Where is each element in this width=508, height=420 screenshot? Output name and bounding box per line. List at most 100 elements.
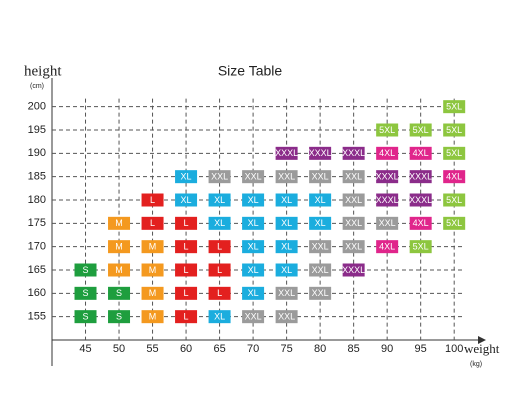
size-cell xyxy=(342,240,365,254)
size-label: 4XL xyxy=(446,172,462,182)
size-cell xyxy=(175,170,198,184)
size-cell xyxy=(443,100,466,114)
size-cell xyxy=(376,123,399,137)
x-label: weight xyxy=(464,341,500,356)
size-cell xyxy=(141,240,164,254)
x-unit: (kg) xyxy=(470,361,482,368)
size-cell xyxy=(409,123,432,137)
size-label: M xyxy=(149,288,157,298)
y-tick-label: 190 xyxy=(28,147,46,159)
size-label: L xyxy=(184,312,189,322)
size-label: XXL xyxy=(345,195,362,205)
size-cell xyxy=(376,216,399,230)
size-cell xyxy=(409,216,432,230)
size-cell xyxy=(175,240,198,254)
y-tick-label: 160 xyxy=(28,287,46,299)
size-label: XL xyxy=(248,265,259,275)
size-label: L xyxy=(184,288,189,298)
size-cell xyxy=(242,193,265,207)
size-cell xyxy=(141,310,164,324)
x-tick-label: 90 xyxy=(381,343,393,355)
size-cell xyxy=(309,216,332,230)
size-cell xyxy=(342,263,365,277)
size-label: XL xyxy=(248,288,259,298)
size-cell xyxy=(275,170,298,184)
size-cell xyxy=(309,193,332,207)
size-label: XL xyxy=(281,195,292,205)
size-cell xyxy=(443,146,466,160)
size-cell xyxy=(409,240,432,254)
size-label: 5XL xyxy=(446,125,462,135)
y-tick-label: 170 xyxy=(28,241,46,253)
size-cell xyxy=(275,216,298,230)
size-cell xyxy=(376,170,399,184)
size-label: XXXL xyxy=(342,148,365,158)
chart-title: Size Table xyxy=(218,63,283,79)
size-label: XXXL xyxy=(309,148,332,158)
size-cell xyxy=(242,216,265,230)
size-cell xyxy=(275,193,298,207)
size-cell xyxy=(208,240,231,254)
size-label: 5XL xyxy=(379,125,395,135)
size-label: XXXL xyxy=(409,195,432,205)
size-cell xyxy=(74,263,97,277)
y-tick-label: 175 xyxy=(28,217,46,229)
x-tick-label: 80 xyxy=(314,343,326,355)
size-cell xyxy=(108,216,131,230)
size-label: 4XL xyxy=(379,148,395,158)
size-label: 5XL xyxy=(446,218,462,228)
size-cell xyxy=(175,216,198,230)
size-cell xyxy=(242,240,265,254)
size-cell xyxy=(108,240,131,254)
y-tick-label: 180 xyxy=(28,194,46,206)
size-label: L xyxy=(184,265,189,275)
size-cell xyxy=(275,263,298,277)
size-cell xyxy=(275,240,298,254)
size-cell xyxy=(376,240,399,254)
size-label: L xyxy=(184,242,189,252)
size-label: M xyxy=(149,312,157,322)
size-cell xyxy=(309,146,332,160)
x-tick-label: 75 xyxy=(280,343,292,355)
size-cell xyxy=(309,286,332,300)
size-cell xyxy=(409,193,432,207)
size-label: 5XL xyxy=(413,125,429,135)
x-tick-label: 65 xyxy=(213,343,225,355)
y-label: height xyxy=(24,63,62,79)
size-label: L xyxy=(217,242,222,252)
size-cell xyxy=(175,263,198,277)
size-label: XXL xyxy=(278,288,295,298)
size-cell xyxy=(141,286,164,300)
size-label: XL xyxy=(281,218,292,228)
size-label: XL xyxy=(315,218,326,228)
size-label: S xyxy=(83,288,89,298)
size-label: L xyxy=(150,195,155,205)
size-cell xyxy=(108,286,131,300)
y-tick-label: 200 xyxy=(28,101,46,113)
y-tick-label: 165 xyxy=(28,264,46,276)
size-label: 5XL xyxy=(446,148,462,158)
size-cell xyxy=(74,286,97,300)
size-label: XXL xyxy=(345,218,362,228)
size-label: M xyxy=(115,242,123,252)
x-tick-label: 55 xyxy=(146,343,158,355)
size-label: XXL xyxy=(312,265,329,275)
size-cell xyxy=(208,193,231,207)
size-cell xyxy=(342,193,365,207)
size-label: XXL xyxy=(345,172,362,182)
size-label: M xyxy=(149,265,157,275)
size-label: XXL xyxy=(345,242,362,252)
x-tick-label: 95 xyxy=(415,343,427,355)
size-label: M xyxy=(115,265,123,275)
size-label: XL xyxy=(248,195,259,205)
y-unit: (cm) xyxy=(30,83,44,90)
size-label: M xyxy=(115,218,123,228)
size-cell xyxy=(242,286,265,300)
size-cell xyxy=(141,193,164,207)
y-tick-label: 185 xyxy=(28,171,46,183)
size-cell xyxy=(242,263,265,277)
size-label: L xyxy=(217,265,222,275)
x-tick-label: 60 xyxy=(180,343,192,355)
size-label: S xyxy=(116,288,122,298)
